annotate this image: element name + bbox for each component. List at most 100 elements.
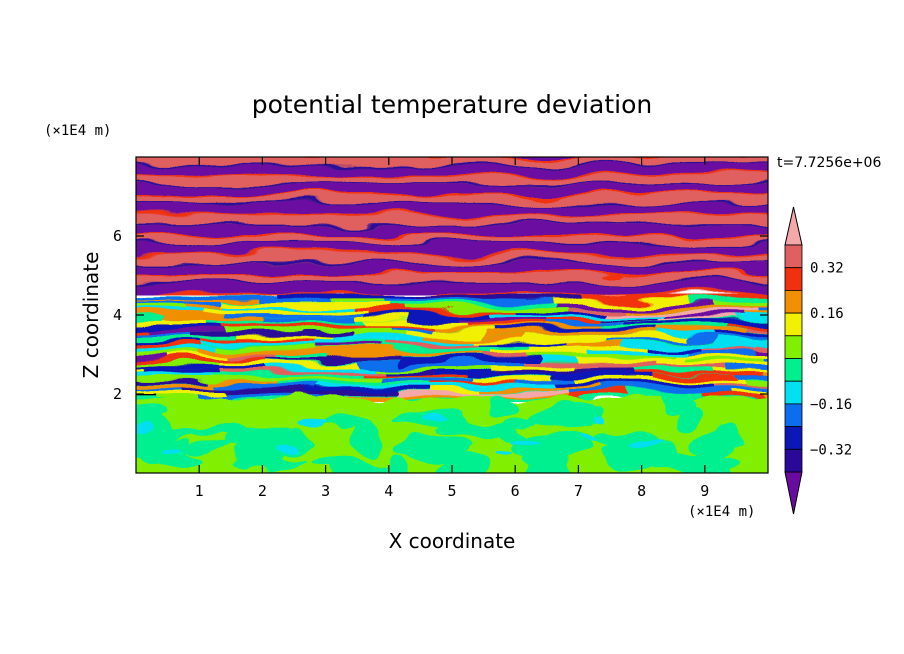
lower-patch: [351, 424, 382, 454]
band-negative: [116, 145, 796, 155]
mixed-cell: [136, 376, 236, 381]
mixed-cell: [476, 376, 553, 381]
mixed-cell: [528, 346, 649, 351]
mixed-cell: [428, 387, 484, 392]
colorbar-box: [784, 244, 803, 269]
band-edge: [136, 174, 768, 177]
colorbar-label: 0.32: [810, 261, 844, 277]
mixed-cell: [216, 361, 358, 366]
lower-patch: [439, 416, 473, 433]
mixed-cell: [662, 313, 746, 319]
x-axis: 1 2 3 4 5 6 7 8 9: [195, 157, 709, 500]
mixed-cell: [155, 394, 199, 399]
colorbar-box: [784, 335, 803, 359]
mixed-cell: [744, 379, 768, 385]
colorbar-label: −0.32: [810, 442, 852, 458]
band-negative: [136, 224, 768, 235]
colorbar-box: [784, 267, 803, 291]
band-edge: [136, 273, 768, 276]
mixed-cell: [430, 323, 602, 329]
x-unit-label: (×1E4 m): [688, 504, 755, 520]
mixed-cell: [182, 304, 222, 310]
mixed-cell: [463, 321, 548, 326]
y-tick-label: 2: [113, 385, 122, 403]
mixed-cell: [217, 302, 388, 308]
mixed-cell: [233, 334, 333, 340]
mixed-cell: [136, 317, 163, 322]
colorbar-box: [784, 403, 803, 427]
mixed-cell: [219, 383, 318, 388]
band-edge: [136, 183, 768, 185]
mixed-cell: [549, 298, 691, 303]
mixed-cell: [226, 313, 364, 318]
mixed-cell: [727, 293, 768, 299]
lower-patch: [136, 424, 156, 433]
mixed-cell: [738, 375, 768, 380]
colorbar-label: −0.16: [810, 397, 852, 413]
mixed-cell: [147, 327, 226, 332]
mixed-cell: [621, 343, 754, 348]
mixed-cell: [374, 363, 492, 369]
mixed-cell: [136, 312, 227, 317]
mixed-cell: [716, 381, 768, 387]
chart-title: potential temperature deviation: [252, 90, 652, 119]
mixed-cell: [619, 305, 768, 310]
mixed-cell: [698, 394, 766, 399]
lower-patch: [136, 434, 198, 451]
lower-patch: [381, 455, 412, 473]
contour-field: [116, 145, 904, 473]
x-tick-label: 7: [574, 482, 583, 500]
mixed-cell: [573, 379, 619, 384]
mixed-cell: [674, 353, 768, 358]
band-edge: [136, 234, 768, 236]
mixed-cell: [489, 327, 657, 333]
mixed-cell: [434, 368, 495, 373]
mixed-cell: [268, 309, 369, 315]
band-negative: [136, 283, 768, 294]
band-edge: [136, 262, 768, 264]
mixed-cell: [552, 374, 653, 380]
mixed-cell: [259, 298, 331, 303]
mixed-cell: [762, 356, 768, 362]
mixed-cell: [565, 394, 624, 399]
band-edge: [136, 242, 768, 244]
band-edge: [136, 281, 768, 284]
mixed-cell: [715, 302, 768, 308]
y-tick-label: 4: [113, 306, 122, 324]
mixed-cell: [307, 385, 429, 391]
lower-patch: [296, 420, 329, 430]
mixed-cell: [385, 343, 480, 348]
x-tick-label: 2: [258, 482, 267, 500]
mixed-cell: [387, 301, 554, 306]
mixed-cell: [189, 331, 350, 337]
mixed-cell: [794, 368, 904, 372]
colorbar-box: [784, 312, 803, 337]
mixed-cell: [136, 378, 214, 384]
mixed-cell: [136, 350, 198, 355]
mixed-cell: [718, 331, 768, 337]
mixed-cell: [357, 360, 524, 366]
mixed-cell: [525, 353, 675, 358]
lower-patch: [271, 439, 294, 450]
mixed-cell: [279, 293, 417, 299]
band-edge: [136, 163, 768, 165]
mixed-cell: [380, 376, 477, 381]
mixed-cell: [359, 370, 470, 376]
mixed-cell: [622, 321, 768, 326]
mixed-cell: [523, 361, 659, 366]
mixed-cell: [469, 371, 634, 376]
colorbar-box: [784, 426, 803, 450]
upper-band-layer: [116, 145, 796, 296]
mixed-cell: [136, 308, 202, 313]
colorbar-min-arrow: [784, 471, 803, 515]
mixed-cell: [332, 335, 423, 340]
mixed-cell: [142, 368, 217, 374]
mixed-cell: [479, 341, 565, 347]
mixed-cell: [136, 386, 186, 391]
mixed-cell: [136, 295, 280, 300]
mixed-cell: [216, 367, 386, 373]
mixed-cell: [185, 386, 308, 392]
mixed-cell: [363, 313, 492, 318]
mixed-cell: [758, 309, 768, 315]
mixed-cell: [235, 375, 381, 381]
